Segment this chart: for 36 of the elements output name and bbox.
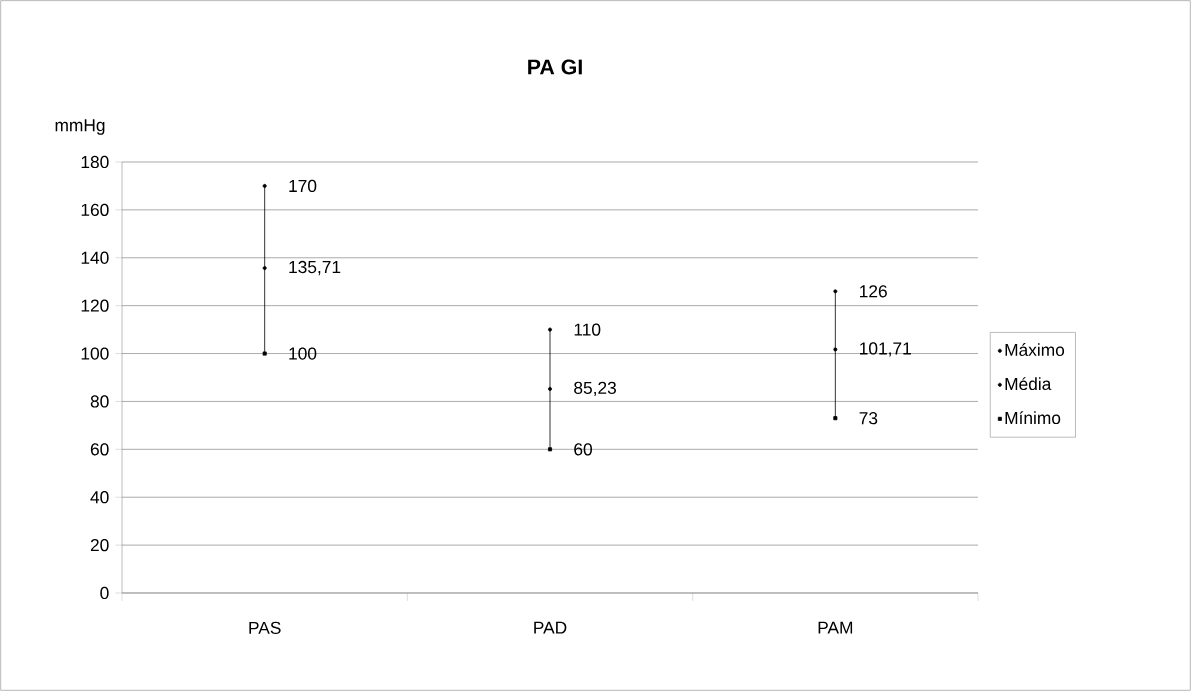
y-tick-label: 80 — [90, 395, 109, 408]
chart-title: PA GI — [528, 59, 582, 75]
y-tick-label: 120 — [81, 299, 109, 312]
y-tick-label: 100 — [81, 347, 109, 360]
y-tick-label: 180 — [81, 155, 109, 169]
data-label: 100 — [289, 347, 317, 360]
x-tick-label: PAS — [249, 621, 281, 634]
legend-label: Máximo — [1005, 343, 1065, 357]
data-label: 135,71 — [289, 260, 341, 276]
y-tick-label: 0 — [100, 586, 109, 600]
x-tick-label: PAM — [818, 621, 853, 634]
data-label: 110 — [574, 323, 601, 336]
point — [262, 183, 267, 188]
point — [262, 266, 267, 271]
y-axis-title: mmHg — [55, 119, 105, 135]
point — [548, 447, 553, 452]
y-tick-label: 160 — [81, 203, 109, 217]
data-label: 101,71 — [860, 342, 911, 357]
point — [548, 386, 553, 391]
point — [262, 351, 267, 356]
x-tick-label: PAD — [534, 621, 567, 634]
point — [833, 416, 838, 421]
y-tick-label: 20 — [90, 538, 109, 552]
data-label: 85,23 — [574, 381, 616, 397]
data-label: 170 — [289, 179, 317, 193]
data-label: 73 — [859, 412, 878, 425]
point — [833, 289, 838, 294]
legend-label: Média — [1005, 377, 1052, 391]
y-tick-label: 40 — [90, 491, 109, 504]
point — [833, 347, 838, 352]
y-tick-label: 60 — [90, 443, 109, 456]
data-label: 60 — [574, 443, 592, 456]
data-label: 126 — [860, 285, 887, 298]
legend-label: Mínimo — [1005, 411, 1061, 425]
point — [548, 327, 553, 332]
y-tick-label: 140 — [81, 251, 109, 264]
